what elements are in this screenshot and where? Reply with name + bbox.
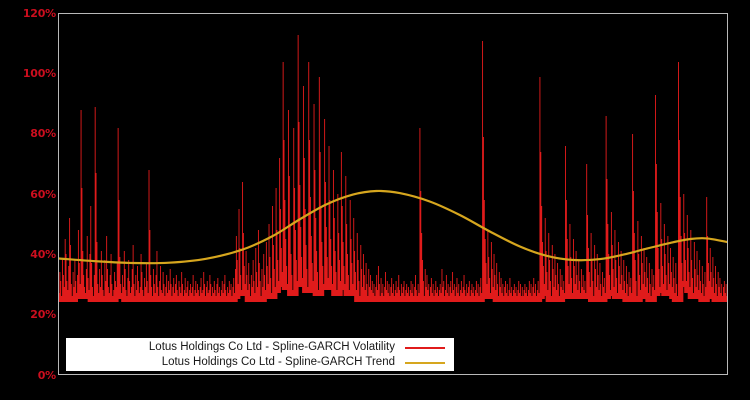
legend-item-volatility: Lotus Holdings Co Ltd - Spline-GARCH Vol…	[67, 340, 453, 355]
y-tick-label: 40%	[30, 247, 56, 261]
y-tick-label: 120%	[22, 6, 56, 20]
volatility-series	[59, 35, 727, 302]
y-tick-label: 80%	[30, 127, 56, 141]
legend-label-volatility: Lotus Holdings Co Ltd - Spline-GARCH Vol…	[148, 340, 395, 353]
y-tick-label: 0%	[37, 368, 56, 382]
y-axis-tick-labels: 120% 100% 80% 60% 40% 20% 0%	[0, 0, 56, 400]
y-tick-label: 20%	[30, 308, 56, 322]
trend-series	[59, 189, 727, 265]
legend-item-trend: Lotus Holdings Co Ltd - Spline-GARCH Tre…	[67, 355, 453, 370]
chart-legend: Lotus Holdings Co Ltd - Spline-GARCH Vol…	[66, 338, 454, 371]
legend-swatch-volatility	[405, 346, 445, 349]
plot-area	[58, 13, 728, 375]
volatility-spikes	[59, 35, 727, 302]
plot-svg	[59, 35, 727, 302]
y-tick-label: 60%	[30, 187, 56, 201]
y-tick-label: 100%	[22, 66, 56, 80]
legend-swatch-trend	[405, 361, 445, 364]
legend-label-trend: Lotus Holdings Co Ltd - Spline-GARCH Tre…	[161, 355, 395, 368]
